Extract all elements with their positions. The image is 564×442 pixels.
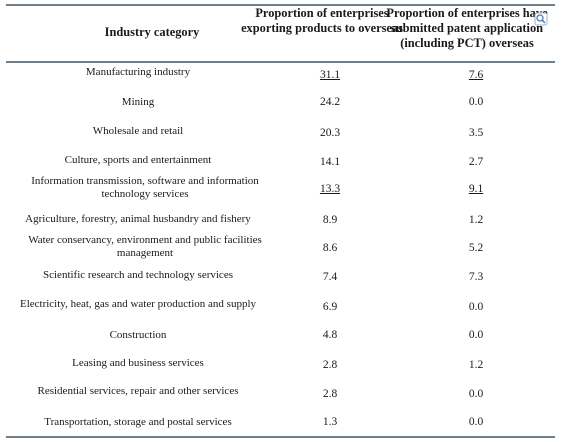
row-category: Residential services, repair and other s… xyxy=(37,385,239,397)
row-patent-value: 7.3 xyxy=(468,271,484,283)
row-patent-value: 1.2 xyxy=(468,214,484,226)
row-category: Electricity, heat, gas and water product… xyxy=(19,298,257,310)
row-exporting-value: 8.6 xyxy=(322,242,338,254)
row-category: Construction xyxy=(109,329,167,341)
row-patent-value: 0.0 xyxy=(468,96,484,108)
row-patent-value: 7.6 xyxy=(468,69,484,81)
row-exporting-value: 2.8 xyxy=(322,359,338,371)
row-category: Wholesale and retail xyxy=(92,125,184,137)
row-patent-value: 0.0 xyxy=(468,301,484,313)
table-top-rule xyxy=(6,4,555,6)
row-exporting-value: 24.2 xyxy=(319,96,341,108)
row-category: Information transmission, software and i… xyxy=(31,175,259,200)
row-exporting-value: 14.1 xyxy=(319,156,341,168)
row-exporting-value: 1.3 xyxy=(322,416,338,428)
row-patent-value: 3.5 xyxy=(468,127,484,139)
row-exporting-value: 6.9 xyxy=(322,301,338,313)
row-exporting-value: 7.4 xyxy=(322,271,338,283)
row-exporting-value: 31.1 xyxy=(319,69,341,81)
table-bottom-rule xyxy=(6,436,555,438)
row-category: Scientific research and technology servi… xyxy=(43,269,233,281)
row-category: Water conservancy, environment and publi… xyxy=(28,234,262,259)
row-patent-value: 0.0 xyxy=(468,416,484,428)
row-category: Leasing and business services xyxy=(72,357,204,369)
row-exporting-value: 2.8 xyxy=(322,388,338,400)
row-category: Agriculture, forestry, animal husbandry … xyxy=(25,213,251,225)
row-category: Transportation, storage and postal servi… xyxy=(44,416,232,428)
row-exporting-value: 13.3 xyxy=(319,183,341,195)
row-category: Culture, sports and entertainment xyxy=(64,154,212,166)
row-exporting-value: 20.3 xyxy=(319,127,341,139)
header-exporting-proportion: Proportion of enterprises exporting prod… xyxy=(241,6,403,35)
row-category: Mining xyxy=(121,96,155,108)
row-patent-value: 0.0 xyxy=(468,329,484,341)
row-exporting-value: 4.8 xyxy=(322,329,338,341)
row-patent-value: 5.2 xyxy=(468,242,484,254)
header-separator-rule xyxy=(6,61,555,63)
header-industry-category: Industry category xyxy=(104,25,200,39)
row-patent-value: 1.2 xyxy=(468,359,484,371)
row-patent-value: 9.1 xyxy=(468,183,484,195)
row-patent-value: 0.0 xyxy=(468,388,484,400)
search-image-icon[interactable] xyxy=(534,12,548,26)
row-exporting-value: 8.9 xyxy=(322,214,338,226)
header-patent-proportion: Proportion of enterprises have submitted… xyxy=(386,6,548,50)
row-patent-value: 2.7 xyxy=(468,156,484,168)
row-category: Manufacturing industry xyxy=(85,66,191,78)
